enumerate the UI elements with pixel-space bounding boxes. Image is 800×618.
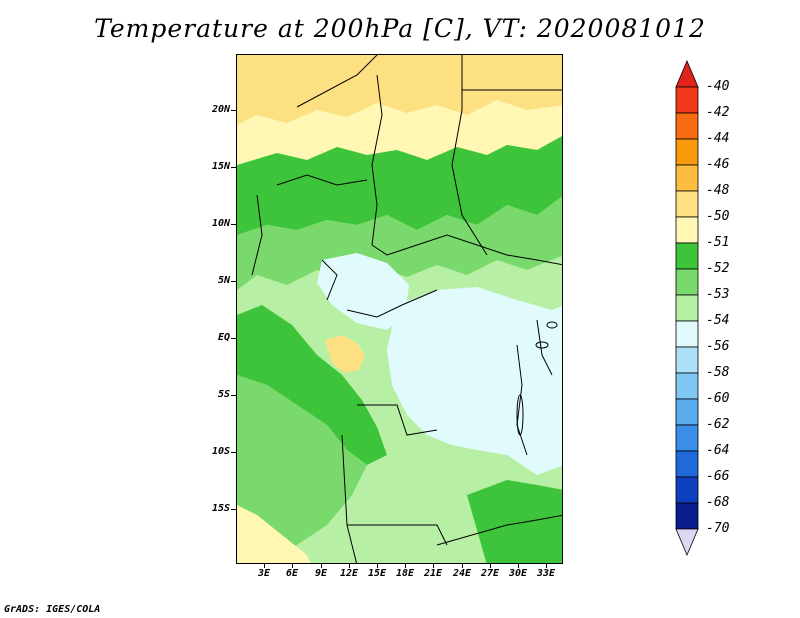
lat-label: 15S [211,503,230,514]
field-band-50-southwest [237,505,311,563]
lat-label: 10N [211,218,230,229]
lon-tick [433,563,434,568]
colorbar-level-label: -62 [706,417,730,432]
colorbar-level-label: -54 [706,313,730,328]
lat-tick [231,395,236,396]
colorbar-swatch [675,502,699,530]
lon-label: 12E [339,568,359,579]
colorbar-swatch [675,346,699,374]
colorbar-level-label: -64 [706,443,730,458]
colorbar-level-label: -58 [706,365,730,380]
lat-tick [231,281,236,282]
colorbar-swatch [675,216,699,244]
lat-label: EQ [217,332,230,343]
lon-label: 6E [285,568,299,579]
lon-tick [462,563,463,568]
lakes [516,321,558,436]
lat-tick [231,338,236,339]
lon-tick [349,563,350,568]
lon-tick [518,563,519,568]
lon-label: 30E [508,568,528,579]
colorbar-swatch [675,86,699,114]
colorbar-swatch [675,398,699,426]
colorbar-level-label: -53 [706,287,730,302]
lat-tick [231,224,236,225]
lon-label: 33E [536,568,556,579]
colorbar-level-label: -46 [706,157,730,172]
field-band-48 [237,55,562,125]
colorbar-swatch [675,320,699,348]
field-band-52-west [237,305,387,465]
lon-tick [377,563,378,568]
colorbar-level-label: -56 [706,339,730,354]
colorbar-swatch [675,476,699,504]
colorbar-level-label: -44 [706,131,730,146]
temperature-field [237,55,562,563]
field-band-53-north [237,196,562,290]
field-band-52-south [467,480,562,563]
colorbar-level-label: -60 [706,391,730,406]
field-band-50 [237,100,562,165]
lat-tick [231,509,236,510]
colorbar-level-label: -40 [706,79,730,94]
colorbar-level-label: -66 [706,469,730,484]
field-band-54-west [317,253,409,330]
field-band-52-north [237,136,562,235]
colorbar-level-label: -51 [706,235,730,250]
country-borders [251,55,562,563]
colorbar-swatch [675,424,699,452]
colorbar-level-label: -70 [706,521,730,536]
lon-label: 15E [367,568,387,579]
lon-tick [490,563,491,568]
field-band-53-southwest [237,375,367,563]
colorbar [675,60,699,557]
colorbar-swatch [675,112,699,140]
lat-tick [231,110,236,111]
colorbar-swatch [675,242,699,270]
lon-tick [292,563,293,568]
chart-title: Temperature at 200hPa [C], VT: 202008101… [94,14,706,43]
colorbar-swatch [675,190,699,218]
lat-tick [231,452,236,453]
lat-label: 5S [217,389,230,400]
footer-credit: GrADS: IGES/COLA [4,604,101,615]
colorbar-level-label: -50 [706,209,730,224]
colorbar-level-label: -42 [706,105,730,120]
colorbar-level-label: -68 [706,495,730,510]
colorbar-level-label: -52 [706,261,730,276]
lat-label: 5N [217,275,230,286]
lon-label: 24E [452,568,472,579]
colorbar-arrow-bottom [675,528,699,557]
colorbar-swatch [675,372,699,400]
colorbar-swatch [675,294,699,322]
field-warm-spot [325,335,365,373]
lon-label: 27E [480,568,500,579]
lon-tick [264,563,265,568]
colorbar-level-label: -48 [706,183,730,198]
colorbar-swatch [675,138,699,166]
lon-tick [546,563,547,568]
lon-tick [321,563,322,568]
lon-label: 9E [314,568,328,579]
lon-tick [405,563,406,568]
colorbar-arrow-top [675,60,699,88]
lat-tick [231,167,236,168]
map-panel [236,54,563,564]
colorbar-swatch [675,450,699,478]
lat-label: 20N [211,104,230,115]
lon-label: 3E [257,568,271,579]
lon-label: 21E [423,568,443,579]
lat-label: 10S [211,446,230,457]
colorbar-swatch [675,268,699,296]
lat-label: 15N [211,161,230,172]
lon-label: 18E [395,568,415,579]
colorbar-swatch [675,164,699,192]
